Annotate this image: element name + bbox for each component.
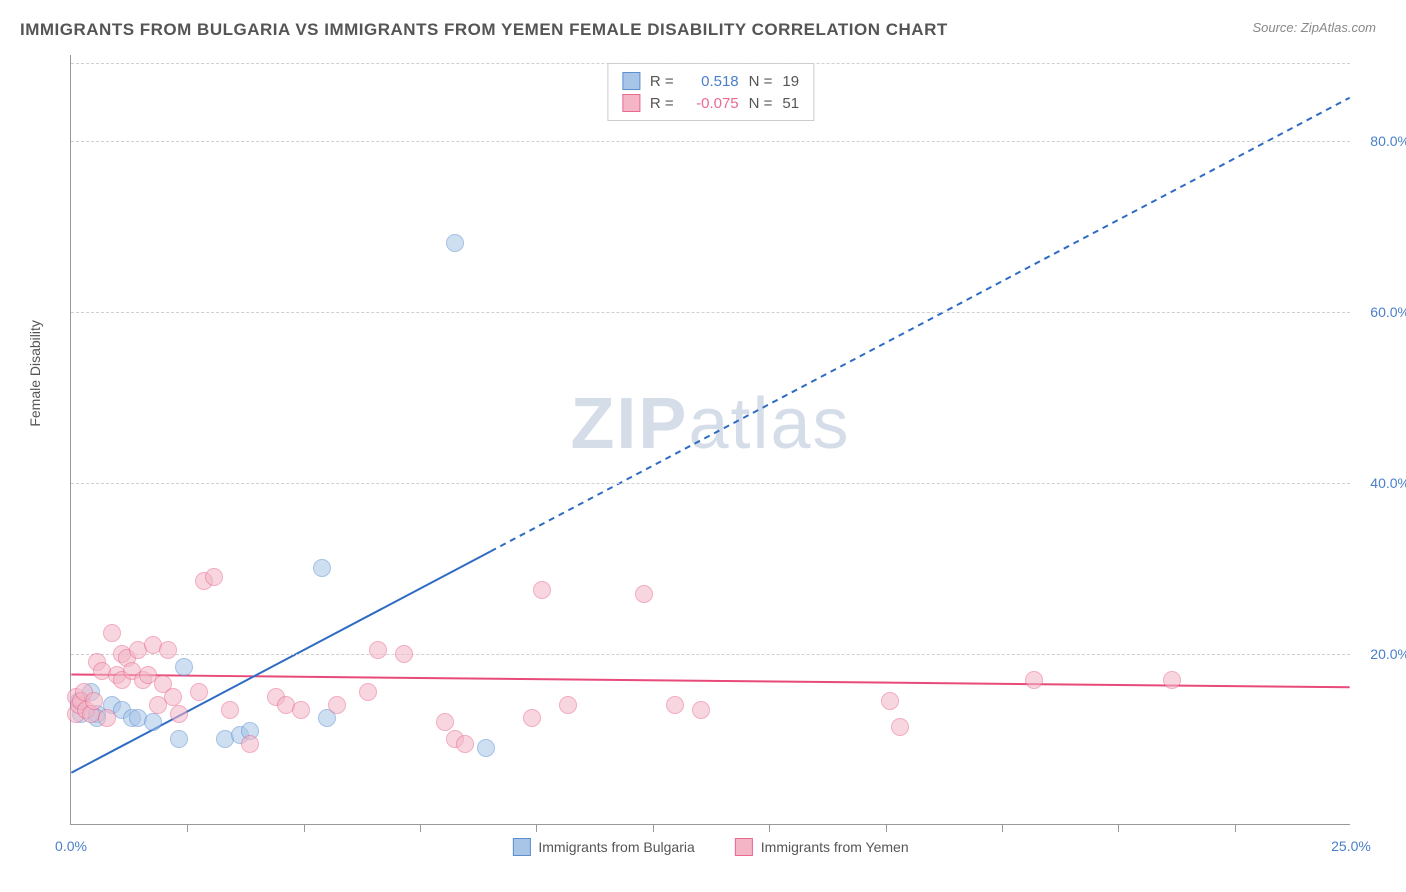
x-tick-label: 25.0% [1331, 838, 1371, 854]
legend-item-bulgaria: Immigrants from Bulgaria [512, 838, 694, 856]
r-label: R = [650, 95, 674, 112]
chart-container: Female Disability ZIPatlas R = 0.518 N =… [50, 55, 1380, 825]
scatter-point [1025, 671, 1043, 689]
legend-swatch-yemen [622, 94, 640, 112]
scatter-point [666, 696, 684, 714]
n-label: N = [749, 95, 773, 112]
scatter-point [221, 701, 239, 719]
scatter-point [1163, 671, 1181, 689]
scatter-point [292, 701, 310, 719]
scatter-point [313, 559, 331, 577]
y-tick-label: 80.0% [1370, 133, 1406, 149]
gridline-horizontal [71, 483, 1350, 484]
scatter-point [170, 730, 188, 748]
gridline-horizontal [71, 312, 1350, 313]
scatter-point [103, 624, 121, 642]
scatter-point [98, 709, 116, 727]
x-minor-tick [304, 824, 305, 832]
legend-item-yemen: Immigrants from Yemen [735, 838, 909, 856]
watermark-zip: ZIP [570, 384, 688, 464]
plot-area: ZIPatlas R = 0.518 N = 19 R = -0.075 N =… [70, 55, 1350, 825]
scatter-point [692, 701, 710, 719]
scatter-point [456, 735, 474, 753]
gridline-horizontal [71, 654, 1350, 655]
scatter-point [170, 705, 188, 723]
y-tick-label: 20.0% [1370, 646, 1406, 662]
legend-swatch-bulgaria [622, 72, 640, 90]
legend-row-yemen: R = -0.075 N = 51 [622, 92, 799, 114]
gridline-horizontal [71, 141, 1350, 142]
x-minor-tick [187, 824, 188, 832]
x-minor-tick [769, 824, 770, 832]
x-minor-tick [886, 824, 887, 832]
watermark-atlas: atlas [688, 384, 850, 464]
scatter-point [436, 713, 454, 731]
y-tick-label: 60.0% [1370, 304, 1406, 320]
legend-swatch-icon [735, 838, 753, 856]
x-minor-tick [653, 824, 654, 832]
legend-swatch-icon [512, 838, 530, 856]
scatter-point [446, 234, 464, 252]
y-tick-label: 40.0% [1370, 475, 1406, 491]
scatter-point [359, 683, 377, 701]
scatter-point [559, 696, 577, 714]
scatter-point [205, 568, 223, 586]
trend-lines-svg [71, 55, 1350, 824]
scatter-point [635, 585, 653, 603]
x-minor-tick [536, 824, 537, 832]
scatter-point [159, 641, 177, 659]
gridline-horizontal [71, 63, 1350, 64]
n-label: N = [749, 73, 773, 90]
r-value-yemen: -0.075 [684, 95, 739, 112]
source-attribution: Source: ZipAtlas.com [1252, 20, 1376, 35]
scatter-point [369, 641, 387, 659]
chart-title: IMMIGRANTS FROM BULGARIA VS IMMIGRANTS F… [20, 20, 948, 40]
scatter-point [395, 645, 413, 663]
watermark: ZIPatlas [570, 383, 850, 465]
series-legend: Immigrants from Bulgaria Immigrants from… [512, 838, 908, 856]
x-minor-tick [1002, 824, 1003, 832]
correlation-legend: R = 0.518 N = 19 R = -0.075 N = 51 [607, 63, 814, 121]
scatter-point [164, 688, 182, 706]
scatter-point [241, 735, 259, 753]
y-axis-label: Female Disability [27, 320, 43, 427]
scatter-point [533, 581, 551, 599]
scatter-point [144, 713, 162, 731]
scatter-point [523, 709, 541, 727]
scatter-point [85, 692, 103, 710]
legend-row-bulgaria: R = 0.518 N = 19 [622, 70, 799, 92]
x-minor-tick [1235, 824, 1236, 832]
x-tick-label: 0.0% [55, 838, 87, 854]
scatter-point [328, 696, 346, 714]
legend-label-bulgaria: Immigrants from Bulgaria [538, 839, 694, 855]
scatter-point [175, 658, 193, 676]
n-value-yemen: 51 [782, 95, 799, 112]
scatter-point [477, 739, 495, 757]
scatter-point [881, 692, 899, 710]
x-minor-tick [1118, 824, 1119, 832]
n-value-bulgaria: 19 [782, 73, 799, 90]
legend-label-yemen: Immigrants from Yemen [761, 839, 909, 855]
scatter-point [190, 683, 208, 701]
scatter-point [891, 718, 909, 736]
r-value-bulgaria: 0.518 [684, 73, 739, 90]
x-minor-tick [420, 824, 421, 832]
r-label: R = [650, 73, 674, 90]
